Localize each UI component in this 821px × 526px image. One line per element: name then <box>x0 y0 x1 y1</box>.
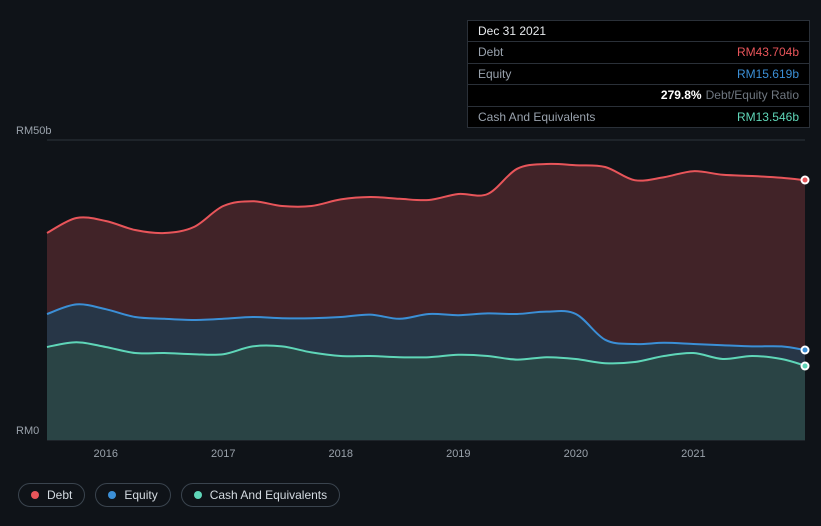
tooltip-ratio-main: 279.8% <box>661 88 702 102</box>
y-tick-label: RM50b <box>16 125 51 137</box>
legend-dot-icon <box>194 491 202 499</box>
chart-container: { "chart": { "type": "area", "background… <box>0 0 821 526</box>
legend-item-debt[interactable]: Debt <box>18 483 85 507</box>
tooltip-cash-value: RM13.546b <box>737 110 799 124</box>
legend-dot-icon <box>108 491 116 499</box>
x-tick-label: 2020 <box>564 448 588 460</box>
tooltip-cash-label: Cash And Equivalents <box>478 110 595 124</box>
x-tick-label: 2016 <box>94 448 118 460</box>
tooltip-equity-label: Equity <box>478 67 511 81</box>
tooltip-ratio: 279.8% Debt/Equity Ratio <box>661 88 799 102</box>
chart-tooltip: Dec 31 2021 Debt RM43.704b Equity RM15.6… <box>467 20 810 128</box>
tooltip-debt-value: RM43.704b <box>737 45 799 59</box>
legend-dot-icon <box>31 491 39 499</box>
x-tick-label: 2021 <box>681 448 705 460</box>
tooltip-ratio-sub: Debt/Equity Ratio <box>706 88 799 102</box>
x-tick-label: 2017 <box>211 448 235 460</box>
x-tick-label: 2018 <box>329 448 353 460</box>
chart-legend: Debt Equity Cash And Equivalents <box>18 483 340 507</box>
tooltip-equity-value: RM15.619b <box>737 67 799 81</box>
series-end-marker <box>801 176 810 185</box>
series-end-marker <box>801 346 810 355</box>
tooltip-debt-label: Debt <box>478 45 503 59</box>
legend-label: Equity <box>124 488 157 502</box>
y-tick-label: RM0 <box>16 425 39 437</box>
tooltip-date: Dec 31 2021 <box>478 24 546 38</box>
x-tick-label: 2019 <box>446 448 470 460</box>
legend-item-cash[interactable]: Cash And Equivalents <box>181 483 340 507</box>
legend-item-equity[interactable]: Equity <box>95 483 170 507</box>
series-end-marker <box>801 361 810 370</box>
legend-label: Cash And Equivalents <box>210 488 327 502</box>
legend-label: Debt <box>47 488 72 502</box>
